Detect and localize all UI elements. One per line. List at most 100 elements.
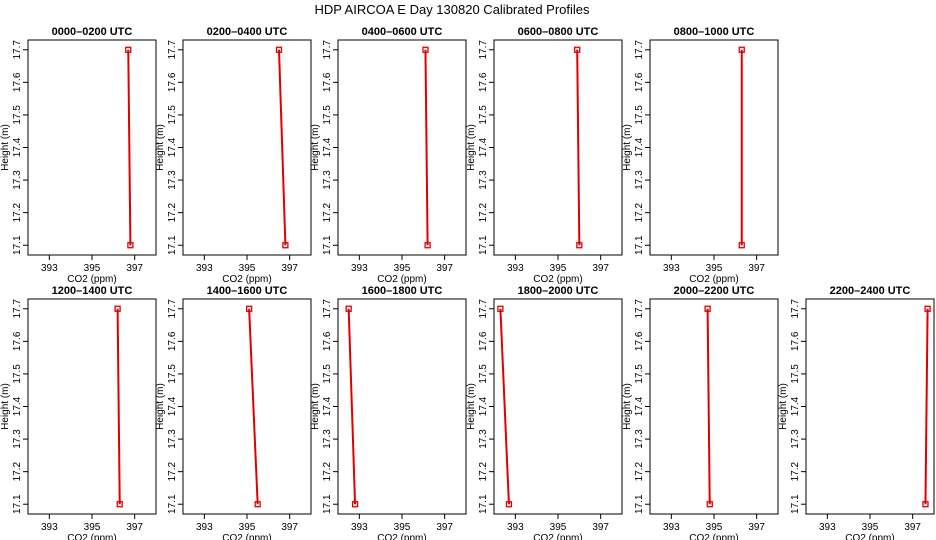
y-tick-label: 17.7 <box>790 299 801 319</box>
y-tick-label: 17.7 <box>634 40 645 60</box>
y-tick-label: 17.3 <box>634 170 645 190</box>
panels-group: 0000–0200 UTC 393 395 397 CO2 (ppm) 17.1 17.2 1… <box>0 26 935 540</box>
x-tick-label: 395 <box>706 522 723 533</box>
x-tick-label: 393 <box>196 263 213 274</box>
data-point <box>424 242 431 249</box>
panel-frame <box>649 39 779 256</box>
x-tick-label: 395 <box>239 263 256 274</box>
y-tick-label: 17.5 <box>790 364 801 384</box>
panel-frame <box>182 298 312 515</box>
x-tick-label: 395 <box>706 263 723 274</box>
y-tick-label: 17.1 <box>478 494 489 514</box>
x-tick-label: 395 <box>550 522 567 533</box>
data-point <box>574 46 581 53</box>
x-axis-label: CO2 (ppm) <box>533 533 582 540</box>
y-tick-label: 17.4 <box>478 396 489 416</box>
data-point <box>127 242 134 249</box>
x-tick-label: 395 <box>239 522 256 533</box>
series-line <box>424 49 429 246</box>
y-tick-label: 17.2 <box>167 461 178 481</box>
y-tick-label: 17.5 <box>12 364 23 384</box>
x-axis-label: CO2 (ppm) <box>845 533 894 540</box>
series-line <box>116 308 121 505</box>
y-tick-label: 17.2 <box>790 461 801 481</box>
panel-title: 1200–1400 UTC <box>52 285 133 297</box>
data-point <box>282 242 289 249</box>
y-tick-label: 17.4 <box>12 396 23 416</box>
y-tick-label: 17.6 <box>167 72 178 92</box>
y-tick-label: 17.1 <box>478 235 489 255</box>
y-tick-label: 17.1 <box>634 235 645 255</box>
x-tick-label: 393 <box>507 522 524 533</box>
y-tick-label: 17.4 <box>167 396 178 416</box>
figure-title: HDP AIRCOA E Day 130820 Calibrated Profi… <box>314 2 590 17</box>
y-axis-label: Height (m) <box>0 124 11 171</box>
panel: 2000–2200 UTC 393 395 397 CO2 (ppm) 17.1 17.2 1… <box>622 285 779 540</box>
panel-title: 0000–0200 UTC <box>52 26 133 38</box>
panel-title: 1800–2000 UTC <box>518 285 599 297</box>
x-axis-label: CO2 (ppm) <box>533 274 582 285</box>
data-point <box>116 501 123 508</box>
x-tick-label: 393 <box>351 263 368 274</box>
y-tick-label: 17.5 <box>12 105 23 125</box>
x-tick-label: 395 <box>862 522 879 533</box>
panel-frame <box>493 298 623 515</box>
y-tick-label: 17.3 <box>478 170 489 190</box>
y-tick-label: 17.1 <box>12 235 23 255</box>
panel-title: 0800–1000 UTC <box>674 26 755 38</box>
y-tick-label: 17.6 <box>790 331 801 351</box>
y-tick-label: 17.1 <box>322 235 333 255</box>
y-tick-label: 17.6 <box>634 331 645 351</box>
y-tick-label: 17.4 <box>322 137 333 157</box>
y-tick-label: 17.5 <box>634 364 645 384</box>
series-line <box>499 308 510 505</box>
panel: 0400–0600 UTC 393 395 397 CO2 (ppm) 17.1 17.2 1… <box>310 26 467 285</box>
y-axis-label: Height (m) <box>622 383 633 430</box>
y-tick-label: 17.1 <box>790 494 801 514</box>
data-point <box>245 305 253 312</box>
panel: 1800–2000 UTC 393 395 397 CO2 (ppm) 17.1 17.2 1… <box>466 285 623 540</box>
x-tick-label: 397 <box>126 263 143 274</box>
y-tick-label: 17.3 <box>790 429 801 449</box>
panel-frame <box>337 39 467 256</box>
data-point <box>275 46 283 53</box>
y-axis-label: Height (m) <box>466 383 477 430</box>
y-tick-label: 17.7 <box>634 299 645 319</box>
y-tick-label: 17.1 <box>167 235 178 255</box>
y-tick-label: 17.7 <box>12 299 23 319</box>
data-point <box>114 305 121 312</box>
y-tick-label: 17.6 <box>322 331 333 351</box>
y-tick-label: 17.1 <box>167 494 178 514</box>
panel-frame <box>805 298 935 515</box>
y-tick-label: 17.6 <box>167 331 178 351</box>
y-axis-label: Height (m) <box>0 383 11 430</box>
y-tick-label: 17.2 <box>322 461 333 481</box>
data-point <box>125 46 132 53</box>
y-tick-label: 17.3 <box>322 429 333 449</box>
x-tick-label: 395 <box>394 522 411 533</box>
x-axis-label: CO2 (ppm) <box>689 533 738 540</box>
y-tick-label: 17.6 <box>12 72 23 92</box>
y-tick-label: 17.2 <box>322 202 333 222</box>
data-point <box>505 501 513 508</box>
data-point <box>576 242 583 249</box>
y-tick-label: 17.6 <box>478 331 489 351</box>
series-line <box>576 49 581 246</box>
panel-title: 0400–0600 UTC <box>362 26 443 38</box>
x-tick-label: 395 <box>84 263 101 274</box>
data-point <box>922 501 929 508</box>
x-tick-label: 397 <box>436 263 453 274</box>
y-tick-label: 17.7 <box>12 40 23 60</box>
y-tick-label: 17.2 <box>167 202 178 222</box>
panel-frame <box>337 298 467 515</box>
x-tick-label: 397 <box>436 522 453 533</box>
y-tick-label: 17.4 <box>322 396 333 416</box>
x-tick-label: 393 <box>41 263 58 274</box>
y-tick-label: 17.4 <box>12 137 23 157</box>
x-tick-label: 395 <box>84 522 101 533</box>
y-tick-label: 17.5 <box>167 105 178 125</box>
y-tick-label: 17.4 <box>790 396 801 416</box>
panel: 1400–1600 UTC 393 395 397 CO2 (ppm) 17.1 17.2 1… <box>155 285 312 540</box>
panel-frame <box>27 39 157 256</box>
data-point <box>345 305 352 312</box>
